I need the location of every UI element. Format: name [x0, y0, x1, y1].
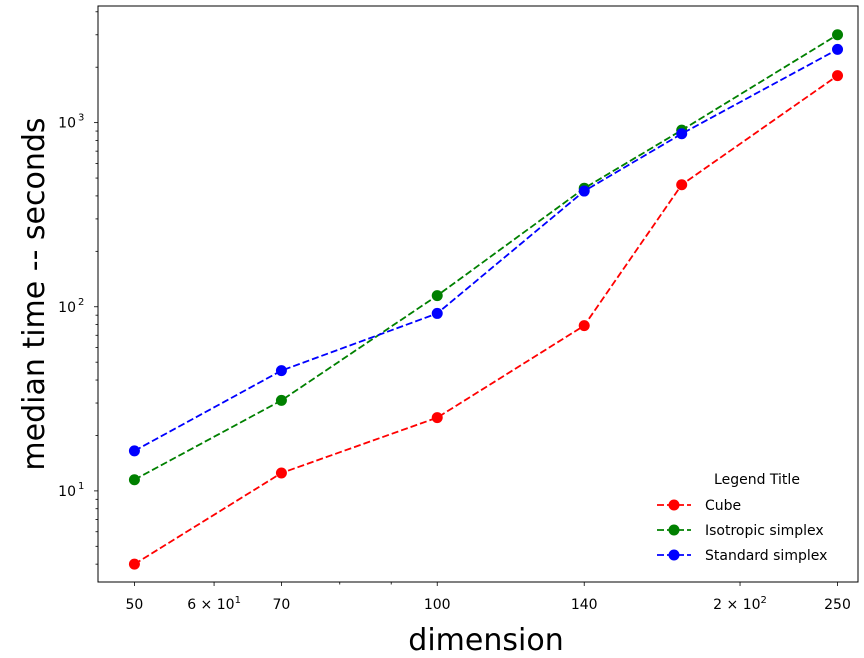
- y-tick-exponent-1: 2: [78, 297, 84, 308]
- x-tick-label-1: 6 × 101: [187, 595, 241, 613]
- y-tick-exponent-0: 1: [78, 481, 84, 492]
- legend-marker-standard-simplex: [668, 549, 680, 561]
- legend-label-isotropic-simplex: Isotropic simplex: [705, 523, 824, 539]
- legend-marker-cube: [668, 499, 680, 511]
- series-line-isotropic-simplex: [134, 34, 838, 481]
- data-point-isotropic-simplex-0: [128, 474, 140, 486]
- x-tick-label-6: 250: [824, 597, 851, 613]
- legend-entry-cube: Cube: [657, 498, 741, 514]
- x-axis-label: dimension: [408, 623, 563, 658]
- data-point-standard-simplex-2: [431, 307, 443, 319]
- y-tick-label-0: 10: [58, 484, 76, 500]
- data-point-standard-simplex-1: [275, 365, 287, 377]
- data-point-cube-2: [431, 412, 443, 424]
- data-point-standard-simplex-4: [676, 128, 688, 140]
- data-point-cube-5: [832, 70, 844, 82]
- data-point-isotropic-simplex-5: [832, 29, 844, 41]
- legend: Legend Title Cube Isotropic simplex Standa…: [657, 472, 827, 564]
- y-tick-exponent-2: 3: [78, 113, 84, 124]
- data-point-isotropic-simplex-1: [275, 394, 287, 406]
- y-axis-label: median time -- seconds: [17, 117, 52, 470]
- data-point-cube-1: [275, 467, 287, 479]
- data-point-standard-simplex-5: [832, 43, 844, 55]
- data-point-isotropic-simplex-2: [431, 290, 443, 302]
- x-tick-label-5: 2 × 102: [713, 595, 767, 613]
- legend-label-standard-simplex: Standard simplex: [705, 548, 827, 564]
- x-tick-label-0: 50: [126, 597, 144, 613]
- series-layer: [128, 29, 844, 570]
- plot-background: [98, 6, 858, 582]
- legend-marker-isotropic-simplex: [668, 524, 680, 536]
- series-standard-simplex: [128, 43, 844, 457]
- data-point-standard-simplex-0: [128, 445, 140, 457]
- data-point-cube-0: [128, 558, 140, 570]
- legend-entry-isotropic-simplex: Isotropic simplex: [657, 523, 824, 539]
- data-point-cube-4: [676, 179, 688, 191]
- x-tick-label-4: 140: [571, 597, 598, 613]
- y-tick-label-1: 10: [58, 300, 76, 316]
- y-tick-label-2: 10: [58, 116, 76, 132]
- data-point-cube-3: [578, 320, 590, 332]
- legend-title: Legend Title: [714, 472, 800, 488]
- series-line-cube: [133, 74, 839, 565]
- data-point-standard-simplex-3: [578, 185, 590, 197]
- x-tick-label-3: 100: [424, 597, 451, 613]
- series-cube: [128, 70, 844, 570]
- legend-label-cube: Cube: [705, 498, 741, 514]
- legend-entry-standard-simplex: Standard simplex: [657, 548, 827, 564]
- x-tick-label-2: 70: [273, 597, 291, 613]
- plot-frame: [97, 5, 859, 583]
